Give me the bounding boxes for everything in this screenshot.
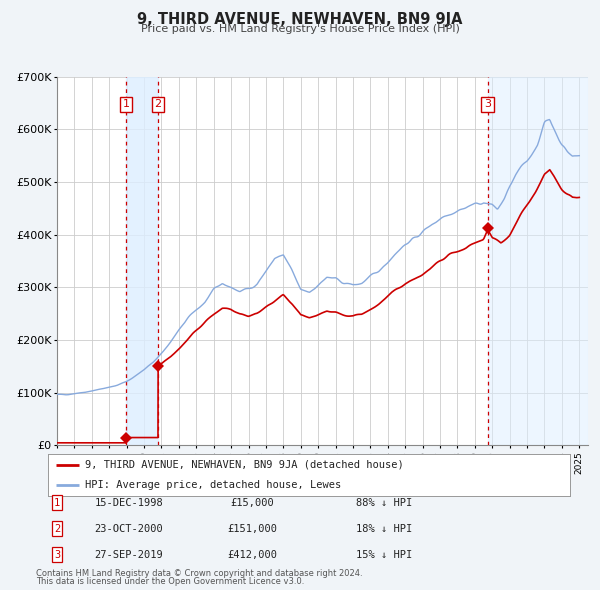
Text: Contains HM Land Registry data © Crown copyright and database right 2024.: Contains HM Land Registry data © Crown c… xyxy=(36,569,362,578)
Text: Price paid vs. HM Land Registry's House Price Index (HPI): Price paid vs. HM Land Registry's House … xyxy=(140,24,460,34)
Text: 9, THIRD AVENUE, NEWHAVEN, BN9 9JA: 9, THIRD AVENUE, NEWHAVEN, BN9 9JA xyxy=(137,12,463,27)
Text: 1: 1 xyxy=(54,498,60,507)
Text: 9, THIRD AVENUE, NEWHAVEN, BN9 9JA (detached house): 9, THIRD AVENUE, NEWHAVEN, BN9 9JA (deta… xyxy=(85,460,403,470)
Text: 1: 1 xyxy=(122,99,130,109)
Text: 2: 2 xyxy=(155,99,162,109)
Text: 15-DEC-1998: 15-DEC-1998 xyxy=(95,498,163,507)
Text: HPI: Average price, detached house, Lewes: HPI: Average price, detached house, Lewe… xyxy=(85,480,341,490)
Text: 27-SEP-2019: 27-SEP-2019 xyxy=(95,550,163,559)
Text: 2: 2 xyxy=(54,524,60,533)
Text: £151,000: £151,000 xyxy=(227,524,277,533)
Text: This data is licensed under the Open Government Licence v3.0.: This data is licensed under the Open Gov… xyxy=(36,578,304,586)
Text: 3: 3 xyxy=(484,99,491,109)
Bar xyxy=(488,77,588,445)
Text: £412,000: £412,000 xyxy=(227,550,277,559)
Text: 15% ↓ HPI: 15% ↓ HPI xyxy=(356,550,412,559)
Bar xyxy=(126,77,158,445)
Text: 18% ↓ HPI: 18% ↓ HPI xyxy=(356,524,412,533)
Text: 88% ↓ HPI: 88% ↓ HPI xyxy=(356,498,412,507)
Text: £15,000: £15,000 xyxy=(230,498,274,507)
Text: 23-OCT-2000: 23-OCT-2000 xyxy=(95,524,163,533)
Text: 3: 3 xyxy=(54,550,60,559)
